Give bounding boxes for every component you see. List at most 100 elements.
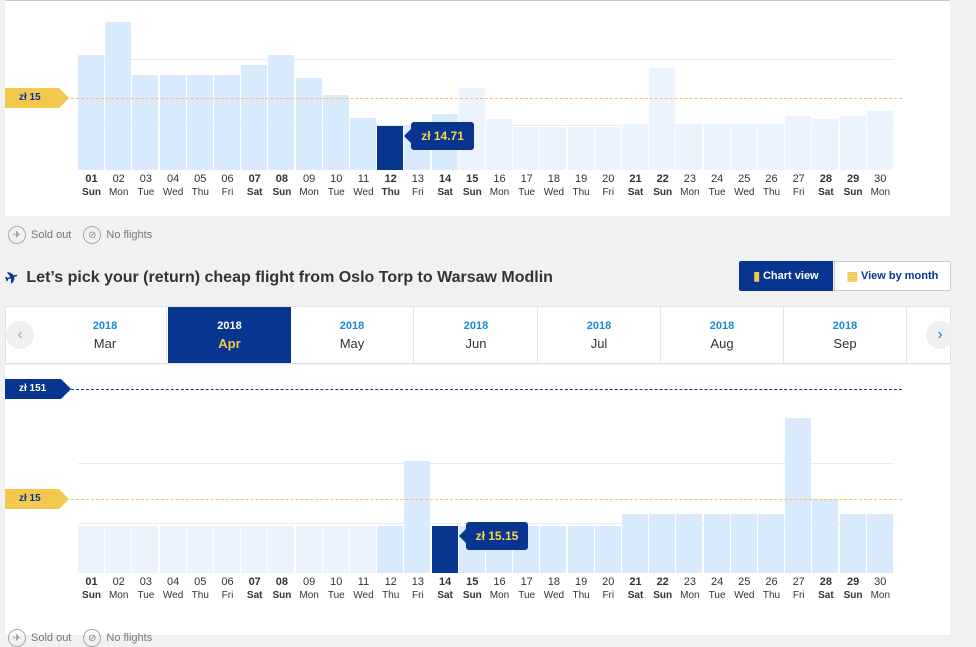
price-bar[interactable] [132,74,159,170]
price-bar[interactable] [322,526,349,573]
price-bar[interactable] [866,110,893,170]
price-bar[interactable] [758,514,784,573]
price-bar[interactable] [513,126,540,170]
day-number: 10 [330,173,343,185]
gridline [78,463,894,464]
chevron-right-icon[interactable]: › [926,321,954,349]
price-bar[interactable] [594,126,621,170]
price-bar[interactable] [594,526,621,573]
day-name: Mon [489,187,510,198]
price-bar[interactable] [295,78,322,170]
legend-top: ✈ Sold out ⊘ No flights [8,226,164,244]
day-number: 01 [85,576,98,588]
price-bar[interactable] [622,514,648,573]
plane-icon: ✈ [2,268,22,289]
day-name: Thu [572,187,590,198]
price-bar[interactable] [866,514,893,573]
no-flights-icon: ⊘ [83,226,102,244]
price-bar[interactable] [186,526,213,573]
price-bar[interactable] [649,68,676,170]
month-name: May [339,336,365,351]
price-bar[interactable] [105,526,132,573]
return-chart-card: 01 Sun 02 Mon 03 Tue 04 Wed 05 Thu 06 Fri 07 Sat 08 Sun… [5,365,950,635]
price-bar[interactable] [758,124,784,170]
day-number: 02 [112,173,125,185]
price-bar[interactable] [676,124,703,170]
day-name: Wed [162,590,184,601]
month-name: Mar [93,336,117,351]
month-tab-may[interactable]: 2018 May [291,307,414,363]
day-number: 28 [819,173,833,185]
day-number: 06 [221,576,234,588]
price-bar[interactable] [322,94,349,170]
month-tab-jun[interactable]: 2018 Jun [415,307,538,363]
day-name: Fri [792,590,805,601]
day-name: Thu [762,187,781,198]
price-bar[interactable] [486,119,512,170]
price-bar[interactable] [186,74,213,170]
price-bar[interactable] [540,526,567,573]
price-bar[interactable] [214,74,240,170]
month-name: Apr [218,336,241,351]
price-bar[interactable] [295,526,322,573]
heading-text: Let’s pick your (return) cheap flight fr… [26,269,553,286]
price-bar[interactable] [404,461,431,573]
price-bar[interactable] [622,124,648,170]
price-bar[interactable] [676,514,703,573]
price-bar[interactable] [78,55,104,170]
price-bar[interactable] [812,498,839,573]
price-bar[interactable] [268,526,295,573]
day-number: 27 [792,173,805,185]
legend-sold-out-label: Sold out [31,632,72,644]
price-bar[interactable] [105,22,132,170]
month-tab-mar[interactable]: 2018 Mar [44,307,167,363]
price-bar[interactable] [567,526,594,573]
chevron-left-icon[interactable]: ‹ [6,321,34,349]
price-bar[interactable] [214,526,240,573]
day-number: 26 [765,173,778,185]
chart-view-button[interactable]: ▮ Chart view [739,261,833,291]
price-bar[interactable] [431,526,458,573]
price-bar[interactable] [649,514,676,573]
reference-price-label: zł 15 [5,87,69,108]
price-bar[interactable] [839,514,866,573]
day-number: 01 [85,173,98,185]
month-name: Jun [465,336,487,351]
price-bar[interactable] [703,124,730,170]
price-bar[interactable] [377,125,404,170]
price-bar[interactable] [241,526,268,573]
price-bar[interactable] [350,117,376,170]
day-number: 06 [221,173,234,185]
price-bar[interactable] [540,126,567,170]
price-bar[interactable] [785,115,812,170]
day-name: Mon [489,590,510,601]
day-number: 22 [656,576,669,588]
day-number: 20 [602,173,615,185]
month-tab-aug[interactable]: 2018 Aug [661,307,784,363]
day-number: 09 [302,576,316,588]
price-bar[interactable] [567,126,594,170]
price-bar[interactable] [268,55,295,170]
price-bar[interactable] [159,74,186,170]
price-bar[interactable] [78,526,104,573]
price-bar[interactable] [350,526,376,573]
price-bar[interactable] [132,526,159,573]
day-number: 14 [438,576,452,588]
month-tab-apr[interactable]: 2018 Apr [168,307,291,363]
day-number: 05 [194,173,207,185]
price-bar[interactable] [812,119,839,170]
month-tab-sep[interactable]: 2018 Sep [784,307,907,363]
price-bar[interactable] [730,514,757,573]
day-number: 27 [792,576,805,588]
price-bar[interactable] [703,514,730,573]
price-bar[interactable] [730,124,757,170]
price-bar[interactable] [839,115,866,170]
price-bar[interactable] [785,417,812,573]
view-by-month-button[interactable]: ▦ View by month [834,261,951,291]
legend-no-flights-label: No flights [106,632,153,644]
day-name: Thu [191,187,209,198]
price-bar[interactable] [377,526,404,573]
price-bar[interactable] [241,65,268,170]
month-tab-jul[interactable]: 2018 Jul [538,307,661,363]
price-bar[interactable] [159,526,186,573]
